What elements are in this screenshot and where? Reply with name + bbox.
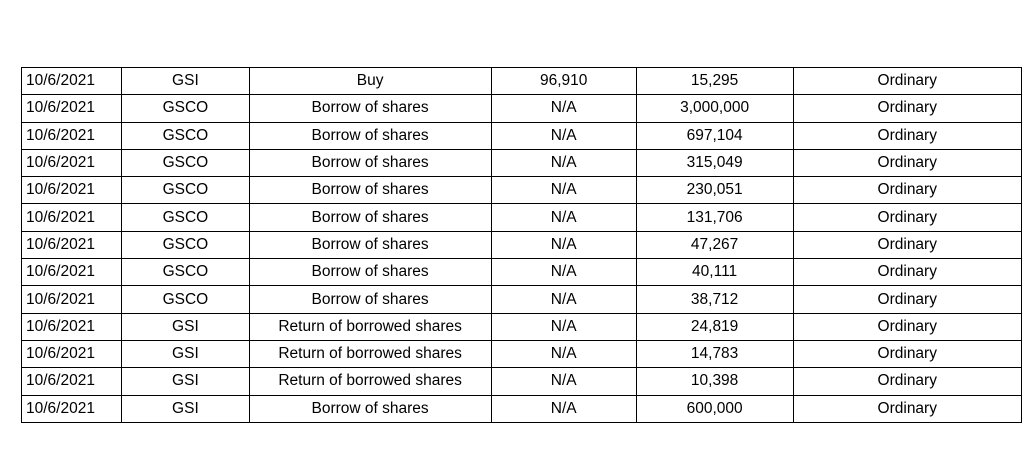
date-cell: 10/6/2021: [20, 394, 123, 423]
share-class-cell: Ordinary: [792, 258, 1022, 287]
entity-cell: GSI: [121, 394, 250, 423]
share-class-cell: Ordinary: [792, 94, 1022, 123]
transaction-type-cell: Borrow of shares: [248, 230, 492, 260]
share-class-cell: Ordinary: [792, 394, 1022, 423]
table-row: 10/6/2021 GSCO Borrow of shares N/A 131,706 O…: [20, 203, 1022, 232]
entity-cell: GSCO: [121, 176, 250, 205]
share-class-cell: Ordinary: [792, 230, 1022, 260]
quantity-cell: 3,000,000: [635, 94, 794, 123]
price-cell: N/A: [490, 148, 637, 178]
table-row: 10/6/2021 GSCO Borrow of shares N/A 230,051 O…: [20, 176, 1022, 205]
date-cell: 10/6/2021: [20, 203, 123, 232]
price-cell: N/A: [490, 203, 637, 232]
date-cell: 10/6/2021: [20, 94, 123, 123]
entity-cell: GSCO: [121, 285, 250, 314]
share-class-cell: Ordinary: [792, 339, 1022, 369]
price-cell: N/A: [490, 339, 637, 369]
share-class-cell: Ordinary: [792, 121, 1022, 150]
transaction-type-cell: Borrow of shares: [248, 394, 492, 423]
entity-cell: GSI: [121, 339, 250, 369]
date-cell: 10/6/2021: [20, 121, 123, 150]
date-cell: 10/6/2021: [20, 312, 123, 341]
price-cell: N/A: [490, 312, 637, 341]
table-row: 10/6/2021 GSCO Borrow of shares N/A 315,049 O…: [20, 148, 1022, 178]
entity-cell: GSI: [121, 367, 250, 396]
entity-cell: GSCO: [121, 230, 250, 260]
table-row: 10/6/2021 GSCO Borrow of shares N/A 40,111 Or…: [20, 258, 1022, 287]
table-row: 10/6/2021 GSI Return of borrowed shares N/A…: [20, 312, 1022, 341]
transaction-type-cell: Buy: [248, 66, 492, 96]
quantity-cell: 600,000: [635, 394, 794, 423]
quantity-cell: 10,398: [635, 367, 794, 396]
share-class-cell: Ordinary: [792, 66, 1022, 96]
price-cell: N/A: [490, 230, 637, 260]
quantity-cell: 131,706: [635, 203, 794, 232]
table-row: 10/6/2021 GSI Return of borrowed shares N/A…: [20, 339, 1022, 369]
quantity-cell: 230,051: [635, 176, 794, 205]
transaction-type-cell: Borrow of shares: [248, 176, 492, 205]
transaction-type-cell: Borrow of shares: [248, 94, 492, 123]
transaction-type-cell: Return of borrowed shares: [248, 312, 492, 341]
transaction-type-cell: Borrow of shares: [248, 121, 492, 150]
table-row: 10/6/2021 GSCO Borrow of shares N/A 697,104 O…: [20, 121, 1022, 150]
price-cell: 96,910: [490, 66, 637, 96]
transactions-table-body: 10/6/2021 GSI Buy 96,910 15,295 Ordinary 10/6/…: [20, 66, 1022, 423]
table-row: 10/6/2021 GSI Return of borrowed shares N/A…: [20, 367, 1022, 396]
transaction-type-cell: Borrow of shares: [248, 148, 492, 178]
table-row: 10/6/2021 GSCO Borrow of shares N/A 47,267 Or…: [20, 230, 1022, 260]
transaction-type-cell: Return of borrowed shares: [248, 367, 492, 396]
quantity-cell: 40,111: [635, 258, 794, 287]
entity-cell: GSCO: [121, 258, 250, 287]
transactions-table: 10/6/2021 GSI Buy 96,910 15,295 Ordinary 10/6/…: [20, 66, 1022, 423]
price-cell: N/A: [490, 121, 637, 150]
entity-cell: GSI: [121, 66, 250, 96]
entity-cell: GSCO: [121, 148, 250, 178]
price-cell: N/A: [490, 94, 637, 123]
entity-cell: GSI: [121, 312, 250, 341]
date-cell: 10/6/2021: [20, 148, 123, 178]
entity-cell: GSCO: [121, 94, 250, 123]
quantity-cell: 47,267: [635, 230, 794, 260]
transaction-type-cell: Borrow of shares: [248, 285, 492, 314]
quantity-cell: 315,049: [635, 148, 794, 178]
share-class-cell: Ordinary: [792, 176, 1022, 205]
price-cell: N/A: [490, 394, 637, 423]
quantity-cell: 697,104: [635, 121, 794, 150]
share-class-cell: Ordinary: [792, 312, 1022, 341]
transaction-type-cell: Borrow of shares: [248, 203, 492, 232]
share-class-cell: Ordinary: [792, 367, 1022, 396]
table-row: 10/6/2021 GSCO Borrow of shares N/A 3,000,00…: [20, 94, 1022, 123]
transaction-type-cell: Return of borrowed shares: [248, 339, 492, 369]
transaction-type-cell: Borrow of shares: [248, 258, 492, 287]
table-row: 10/6/2021 GSI Borrow of shares N/A 600,000 Or…: [20, 394, 1022, 423]
date-cell: 10/6/2021: [20, 285, 123, 314]
table-row: 10/6/2021 GSCO Borrow of shares N/A 38,712 Or…: [20, 285, 1022, 314]
price-cell: N/A: [490, 258, 637, 287]
quantity-cell: 15,295: [635, 66, 794, 96]
date-cell: 10/6/2021: [20, 367, 123, 396]
quantity-cell: 38,712: [635, 285, 794, 314]
share-class-cell: Ordinary: [792, 203, 1022, 232]
share-class-cell: Ordinary: [792, 148, 1022, 178]
share-class-cell: Ordinary: [792, 285, 1022, 314]
date-cell: 10/6/2021: [20, 339, 123, 369]
table-row: 10/6/2021 GSI Buy 96,910 15,295 Ordinary: [20, 66, 1022, 96]
date-cell: 10/6/2021: [20, 230, 123, 260]
entity-cell: GSCO: [121, 203, 250, 232]
date-cell: 10/6/2021: [20, 176, 123, 205]
entity-cell: GSCO: [121, 121, 250, 150]
date-cell: 10/6/2021: [20, 66, 123, 96]
quantity-cell: 14,783: [635, 339, 794, 369]
date-cell: 10/6/2021: [20, 258, 123, 287]
price-cell: N/A: [490, 285, 637, 314]
price-cell: N/A: [490, 176, 637, 205]
price-cell: N/A: [490, 367, 637, 396]
quantity-cell: 24,819: [635, 312, 794, 341]
